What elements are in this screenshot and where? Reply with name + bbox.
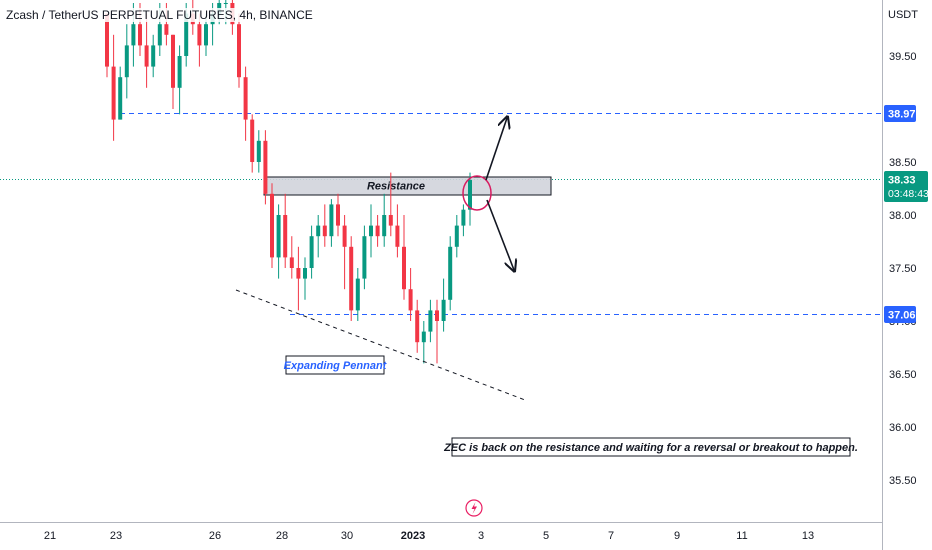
price-tick-1: 36.00 [889,422,917,434]
time-tick-5: 2023 [401,530,425,542]
svg-text:38.33: 38.33 [888,175,916,187]
price-tick-0: 35.50 [889,475,917,487]
candle-50[interactable] [435,299,439,364]
price-axis-currency: USDT [888,9,918,21]
candle-32[interactable] [316,215,321,258]
candle-41[interactable] [375,215,380,247]
candle-26[interactable] [276,204,281,279]
candle-38[interactable] [355,268,360,321]
price-tick-7: 39.50 [889,51,917,63]
candle-49[interactable] [428,299,433,343]
time-tick-8: 7 [608,530,614,542]
upper-price-tag: 38.97 [884,105,916,122]
candle-47[interactable] [415,299,420,353]
candle-6[interactable] [144,13,149,88]
resistance-label: Resistance [367,181,425,193]
candle-44[interactable] [395,204,400,258]
time-axis-ticks[interactable]: 21 23 26 28 30 2023 3 5 7 9 11 13 [44,530,814,542]
time-tick-4: 30 [341,530,353,542]
time-tick-11: 13 [802,530,814,542]
candle-42[interactable] [382,193,387,247]
time-tick-2: 26 [209,530,221,542]
time-tick-9: 9 [674,530,680,542]
pattern-label: Expanding Pennant [284,360,388,372]
candle-54[interactable] [461,204,466,237]
candle-33[interactable] [322,204,327,247]
candle-10[interactable] [171,34,175,109]
candle-40[interactable] [369,204,373,258]
candle-11[interactable] [177,45,182,115]
candle-30[interactable] [303,257,307,300]
candle-28[interactable] [289,236,294,279]
candle-43[interactable] [388,172,393,237]
candle-14[interactable] [197,13,202,67]
candle-48[interactable] [421,321,426,364]
candle-55[interactable] [468,172,472,226]
candle-51[interactable] [441,278,446,332]
svg-text:37.06: 37.06 [888,310,916,322]
candle-31[interactable] [309,225,314,279]
pattern-label-box [285,355,385,375]
price-tick-2: 36.50 [889,369,917,381]
breakout-arrow[interactable] [485,118,507,181]
comment-text: ZEC is back on the resistance and waitin… [443,442,858,454]
candle-53[interactable] [454,215,459,258]
time-tick-3: 28 [276,530,288,542]
lower-price-tag: 37.06 [884,306,916,323]
svg-text:38.97: 38.97 [888,109,916,121]
lightning-icon [471,502,477,514]
candle-2[interactable] [118,66,123,120]
candle-7[interactable] [151,34,156,78]
reversal-arrow[interactable] [486,199,514,270]
time-tick-6: 3 [478,530,484,542]
candle-0[interactable] [105,13,109,78]
candle-21[interactable] [243,66,248,141]
price-tick-4: 37.50 [889,263,917,275]
price-tick-5: 38.00 [889,210,917,222]
candle-34[interactable] [329,199,334,247]
candle-45[interactable] [402,215,406,300]
time-tick-1: 23 [110,530,122,542]
time-tick-0: 21 [44,530,56,542]
candle-27[interactable] [283,193,288,268]
candle-37[interactable] [349,236,354,321]
candle-29[interactable] [296,246,301,311]
bar-countdown: 03:48:43 [888,188,929,200]
pattern-support-trendline[interactable] [235,289,526,401]
candle-23[interactable] [256,130,261,173]
time-tick-7: 5 [543,530,549,542]
candle-36[interactable] [342,215,347,290]
chart-title: Zcash / TetherUS PERPETUAL FUTURES, 4h, … [4,8,315,22]
current-price-tag: 38.33 03:48:43 [884,171,929,202]
candle-35[interactable] [336,193,340,237]
candle-22[interactable] [250,114,255,173]
candle-52[interactable] [448,236,453,311]
candle-25[interactable] [270,183,274,268]
candle-1[interactable] [111,34,116,141]
comment-box [451,437,851,457]
candle-3[interactable] [124,24,129,99]
highlight-circle[interactable] [462,175,492,211]
price-tick-6: 38.50 [889,157,917,169]
time-tick-10: 11 [736,530,747,542]
candle-24[interactable] [263,130,268,205]
candle-46[interactable] [408,268,413,321]
candle-39[interactable] [362,225,367,290]
candle-20[interactable] [237,13,241,88]
